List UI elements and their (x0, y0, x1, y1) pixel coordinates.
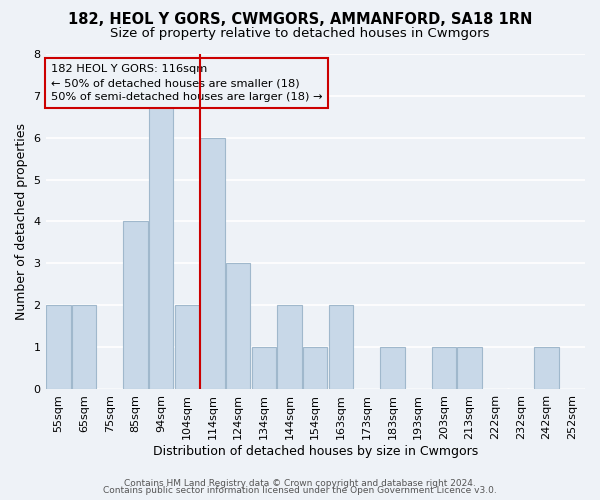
Bar (226, 264, 250, 389)
Y-axis label: Number of detached properties: Number of detached properties (15, 123, 28, 320)
Bar (149, 96, 173, 389)
Bar (303, 347, 328, 389)
Bar (457, 347, 482, 389)
Bar (123, 222, 148, 389)
Text: 182 HEOL Y GORS: 116sqm
← 50% of detached houses are smaller (18)
50% of semi-de: 182 HEOL Y GORS: 116sqm ← 50% of detache… (51, 64, 322, 102)
Bar (380, 347, 404, 389)
Text: Contains HM Land Registry data © Crown copyright and database right 2024.: Contains HM Land Registry data © Crown c… (124, 478, 476, 488)
Text: Size of property relative to detached houses in Cwmgors: Size of property relative to detached ho… (110, 28, 490, 40)
Text: 182, HEOL Y GORS, CWMGORS, AMMANFORD, SA18 1RN: 182, HEOL Y GORS, CWMGORS, AMMANFORD, SA… (68, 12, 532, 28)
Bar (277, 305, 302, 389)
Bar (534, 347, 559, 389)
Bar (175, 305, 199, 389)
Bar (200, 138, 225, 389)
Bar (251, 347, 276, 389)
Bar (329, 305, 353, 389)
Bar (72, 305, 96, 389)
Text: Contains public sector information licensed under the Open Government Licence v3: Contains public sector information licen… (103, 486, 497, 495)
X-axis label: Distribution of detached houses by size in Cwmgors: Distribution of detached houses by size … (152, 444, 478, 458)
Bar (46, 305, 71, 389)
Bar (431, 347, 456, 389)
